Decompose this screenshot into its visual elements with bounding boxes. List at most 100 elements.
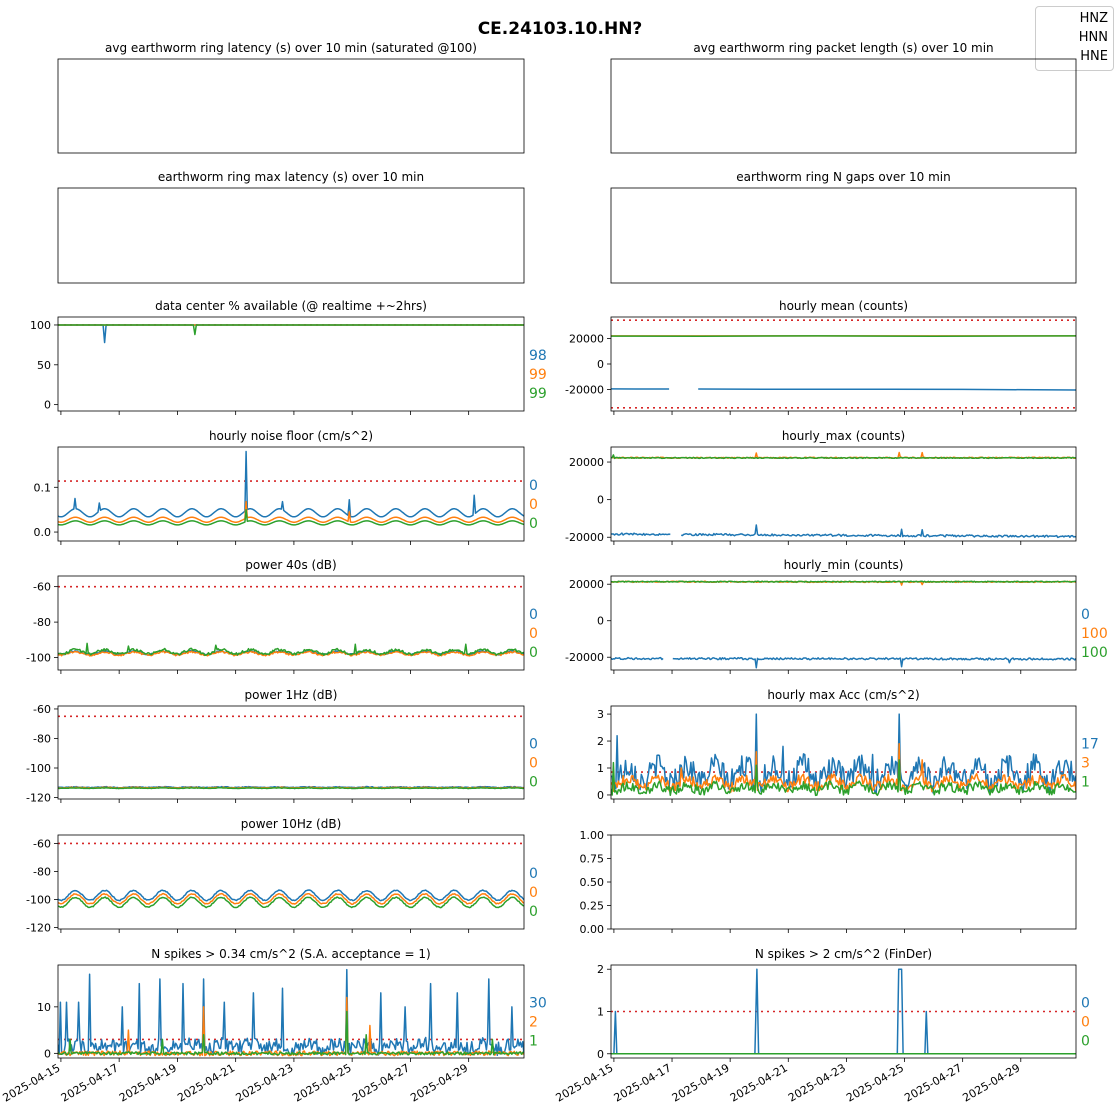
panel-title: power 1Hz (dB) [245,688,338,702]
plot-area [58,585,524,657]
series-hne [58,508,524,526]
panel-title: hourly max Acc (cm/s^2) [767,688,919,702]
axes-frame [57,58,525,154]
series-hnz [611,656,1076,669]
y-tick-label: -60 [33,703,51,716]
y-tick-label: -100 [26,762,51,775]
y-tick-label: 0.1 [34,481,52,494]
panel-title: avg earthworm ring latency (s) over 10 m… [105,41,477,55]
x-tick-label: 2025-04-15 [554,1061,616,1104]
series-hnz [611,713,1076,795]
panel-title: N spikes > 2 cm/s^2 (FinDer) [755,947,932,961]
x-tick-label: 2025-04-17 [612,1061,674,1104]
y-tick-label: 0.75 [580,853,605,866]
side-stat-hnz: 0 [529,866,538,882]
y-tick-label: 3 [597,708,604,721]
legend-entry-hne: HNE [1080,49,1108,64]
y-tick-label: -100 [26,652,51,665]
y-tick-label: -100 [26,894,51,907]
side-stat-hne: 1 [1081,775,1090,791]
axes-frame [57,705,525,800]
series-hne [58,896,524,909]
y-tick-label: 0 [597,494,604,507]
x-tick-label: 2025-04-23 [234,1061,296,1104]
side-stat-hnz: 98 [529,348,547,364]
series-hne [58,324,524,336]
x-tick-label: 2025-04-25 [844,1061,906,1104]
side-stat-hne: 0 [529,516,538,532]
plot-area [611,580,1076,669]
plot-area [58,715,524,790]
x-tick-label: 2025-04-21 [728,1061,790,1104]
y-tick-label: 0 [44,1047,51,1060]
y-tick-label: -80 [33,732,51,745]
side-stat-hnz: 0 [529,607,538,623]
plot-area [611,451,1076,539]
side-stat-hnz: 0 [1081,996,1090,1012]
side-stat-hnn: 0 [529,756,538,772]
y-tick-label: 20000 [569,456,604,469]
panel-empty_panel: 0.00 0.25 0.50 0.75 1.00 [580,829,1077,936]
panel-noise_floor: hourly noise floor (cm/s^2) 0.0 0.1 0 0 0 [34,429,538,545]
y-tick-label: 0.0 [34,526,52,539]
panel-title: earthworm ring N gaps over 10 min [736,170,950,184]
panel-spikes_sa: N spikes > 0.34 cm/s^2 (S.A. acceptance … [1,947,547,1105]
series-hne [58,1010,524,1056]
side-stat-hne: 0 [529,775,538,791]
panel-title: power 40s (dB) [245,558,336,572]
side-stat-hnn: 99 [529,367,547,383]
panel-max_latency: earthworm ring max latency (s) over 10 m… [57,170,525,284]
series-hne [611,759,1076,797]
panel-n_gaps: earthworm ring N gaps over 10 min [610,170,1077,284]
panel-power_1hz: power 1Hz (dB) -120 -100 -80 -60 0 0 0 [26,688,538,805]
panel-title: data center % available (@ realtime +~2h… [155,299,427,313]
side-stat-hnn: 2 [529,1015,538,1031]
x-tick-label: 2025-04-15 [1,1061,63,1104]
panel-spikes_finder: N spikes > 2 cm/s^2 (FinDer) 0 1 2 2025-04-1… [554,947,1090,1105]
side-stat-hnz: 30 [529,996,547,1012]
y-tick-label: 100 [30,319,51,332]
y-tick-label: 0 [597,789,604,802]
side-stat-hne: 0 [529,645,538,661]
series-hnz [58,324,524,344]
legend: HNZ HNN HNE [1035,6,1114,71]
plot-area [58,324,524,344]
x-tick-label: 2025-04-27 [902,1061,964,1104]
x-tick-label: 2025-04-29 [408,1061,470,1104]
series-hnz [58,889,524,902]
axes-frame [610,58,1077,154]
panel-title: earthworm ring max latency (s) over 10 m… [158,170,424,184]
x-tick-label: 2025-04-25 [292,1061,354,1104]
axes-frame [610,187,1077,284]
axes-frame [57,187,525,284]
plot-area [611,713,1076,797]
side-stat-hnn: 0 [529,497,538,513]
y-tick-label: 50 [37,359,51,372]
series-hnz [611,524,1076,539]
axes-frame [57,446,525,542]
side-stat-hne: 100 [1081,645,1108,661]
axes-frame [57,964,525,1059]
y-tick-label: 0.25 [580,900,605,913]
series-hne [58,642,524,657]
y-tick-label: -60 [33,581,51,594]
panel-hourly_max: hourly_max (counts) -20000 0 20000 [565,429,1077,545]
y-tick-label: 10 [37,1001,51,1014]
series-hnn [611,742,1076,793]
y-tick-label: -60 [33,837,51,850]
series-hnz [611,388,1076,391]
x-tick-label: 2025-04-19 [670,1061,732,1104]
y-tick-label: 0 [597,358,604,371]
panel-title: hourly_max (counts) [782,429,905,443]
side-stat-hne: 99 [529,386,547,402]
plot-area [611,968,1076,1055]
axes-frame [610,705,1077,800]
axes-frame [610,575,1077,671]
y-tick-label: 1 [597,1006,604,1019]
x-tick-label: 2025-04-23 [786,1061,848,1104]
y-tick-label: 0 [597,615,604,628]
panel-title: hourly mean (counts) [779,299,908,313]
side-stat-hnz: 17 [1081,737,1099,753]
